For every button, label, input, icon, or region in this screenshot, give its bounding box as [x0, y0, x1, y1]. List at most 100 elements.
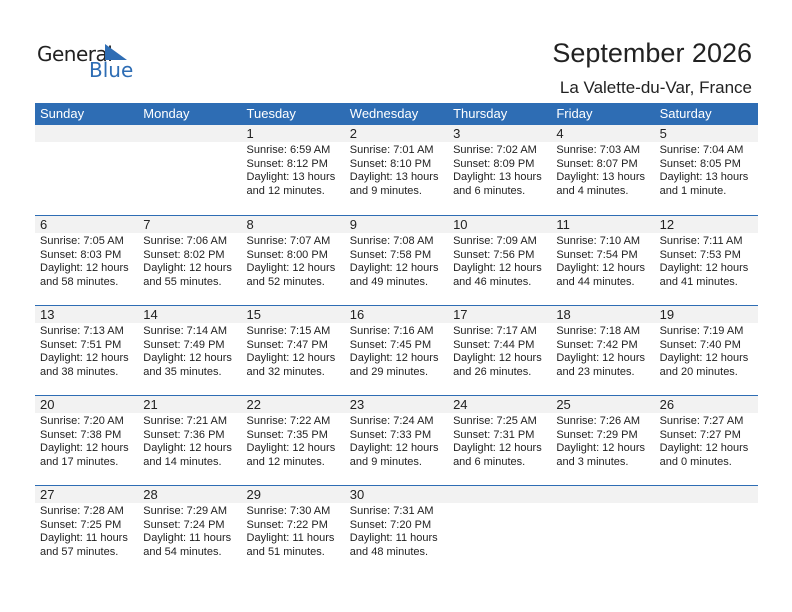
daylight-text: Daylight: 12 hours — [246, 262, 336, 274]
day-cell: 10 Sunrise: 7:09 AM Sunset: 7:56 PM Dayligh… — [448, 216, 551, 305]
calendar-grid: Sunday Monday Tuesday Wednesday Thursday Frid… — [35, 103, 758, 575]
week-row: 13 Sunrise: 7:13 AM Sunset: 7:51 PM Dayligh… — [35, 305, 758, 395]
day-cell: 24 Sunrise: 7:25 AM Sunset: 7:31 PM Dayligh… — [448, 396, 551, 485]
daylight-text: Daylight: 12 hours — [246, 442, 336, 454]
minutes-text: and 6 minutes. — [453, 184, 526, 197]
minutes-text: and 44 minutes. — [556, 275, 635, 288]
sunrise-text: Sunrise: 7:26 AM — [556, 415, 641, 427]
sunrise-text: Sunrise: 7:10 AM — [556, 235, 641, 247]
day-number: 16 — [349, 307, 365, 322]
day-number: 24 — [453, 397, 468, 412]
sunset-text: Sunset: 8:09 PM — [453, 157, 535, 170]
sunset-text: Sunset: 7:49 PM — [143, 338, 225, 351]
sunset-text: Sunset: 8:12 PM — [246, 157, 328, 170]
sunset-text: Sunset: 7:42 PM — [556, 338, 638, 351]
daylight-text: Daylight: 13 hours — [349, 171, 439, 183]
day-number: 30 — [349, 487, 365, 502]
weekday-saturday: Saturday — [659, 106, 712, 121]
day-info: Sunrise: 7:06 AM Sunset: 8:02 PM Daylight:… — [143, 235, 241, 289]
sunset-text: Sunset: 7:33 PM — [349, 428, 432, 441]
page-title: September 2026 — [552, 38, 752, 68]
day-info: Sunrise: 7:03 AM Sunset: 8:07 PM Daylight:… — [556, 144, 654, 198]
logo-text-general: General — [37, 42, 113, 66]
daylight-text: Daylight: 13 hours — [659, 171, 749, 183]
sunrise-text: Sunrise: 7:29 AM — [143, 505, 228, 517]
day-number: 17 — [453, 307, 468, 322]
empty-cell — [448, 486, 551, 575]
weekday-sunday: Sunday — [40, 106, 85, 121]
day-info: Sunrise: 7:30 AM Sunset: 7:22 PM Daylight:… — [247, 505, 345, 559]
daylight-text: Daylight: 12 hours — [40, 352, 129, 364]
daylight-text: Daylight: 12 hours — [659, 442, 749, 454]
day-info: Sunrise: 7:29 AM Sunset: 7:24 PM Daylight:… — [143, 505, 241, 559]
daylight-text: Daylight: 12 hours — [556, 352, 645, 364]
daylight-text: Daylight: 13 hours — [246, 171, 336, 183]
day-info: Sunrise: 7:13 AM Sunset: 7:51 PM Daylight:… — [40, 325, 138, 379]
day-cell: 12 Sunrise: 7:11 AM Sunset: 7:53 PM Dayligh… — [655, 216, 758, 305]
sunrise-text: Sunrise: 7:18 AM — [556, 325, 641, 337]
sunrise-text: Sunrise: 7:25 AM — [453, 415, 537, 427]
day-number: 12 — [659, 217, 675, 232]
sunrise-text: Sunrise: 6:59 AM — [246, 144, 331, 156]
sunset-text: Sunset: 8:02 PM — [143, 248, 225, 261]
minutes-text: and 9 minutes. — [349, 184, 422, 197]
minutes-text: and 3 minutes. — [556, 455, 629, 468]
daylight-text: Daylight: 11 hours — [349, 532, 438, 544]
day-number: 6 — [40, 217, 48, 232]
minutes-text: and 17 minutes. — [40, 455, 119, 468]
day-info: Sunrise: 6:59 AM Sunset: 8:12 PM Daylight:… — [247, 144, 345, 198]
week-row: 20 Sunrise: 7:20 AM Sunset: 7:38 PM Dayligh… — [35, 395, 758, 485]
sunset-text: Sunset: 7:31 PM — [453, 428, 535, 441]
minutes-text: and 48 minutes. — [349, 545, 429, 558]
daylight-text: Daylight: 12 hours — [659, 262, 749, 274]
minutes-text: and 26 minutes. — [453, 365, 532, 378]
day-info: Sunrise: 7:11 AM Sunset: 7:53 PM Daylight:… — [660, 235, 758, 289]
day-info: Sunrise: 7:26 AM Sunset: 7:29 PM Daylight:… — [556, 415, 654, 469]
daylight-text: Daylight: 12 hours — [349, 262, 439, 274]
minutes-text: and 52 minutes. — [246, 275, 325, 288]
daylight-text: Daylight: 11 hours — [143, 532, 232, 544]
day-number: 21 — [143, 397, 158, 412]
day-cell: 8 Sunrise: 7:07 AM Sunset: 8:00 PM Daylight… — [242, 216, 345, 305]
sunset-text: Sunset: 7:20 PM — [349, 518, 432, 531]
logo-text-blue: Blue — [89, 58, 134, 82]
day-cell: 27 Sunrise: 7:28 AM Sunset: 7:25 PM Dayligh… — [35, 486, 138, 575]
sunrise-text: Sunrise: 7:31 AM — [349, 505, 434, 517]
sunset-text: Sunset: 7:40 PM — [659, 338, 741, 351]
day-number: 13 — [40, 307, 55, 322]
day-number: 4 — [556, 126, 564, 141]
day-info: Sunrise: 7:31 AM Sunset: 7:20 PM Daylight:… — [350, 505, 448, 559]
day-cell: 28 Sunrise: 7:29 AM Sunset: 7:24 PM Dayligh… — [138, 486, 241, 575]
daylight-text: Daylight: 12 hours — [453, 352, 542, 364]
day-cell: 3 Sunrise: 7:02 AM Sunset: 8:09 PM Daylight… — [448, 125, 551, 215]
location: La Valette-du-Var, France — [559, 78, 752, 97]
sunset-text: Sunset: 7:25 PM — [40, 518, 122, 531]
daylight-text: Daylight: 12 hours — [40, 442, 129, 454]
day-cell: 18 Sunrise: 7:18 AM Sunset: 7:42 PM Dayligh… — [551, 306, 654, 395]
daylight-text: Daylight: 12 hours — [453, 262, 542, 274]
sunset-text: Sunset: 8:05 PM — [659, 157, 741, 170]
empty-cell — [655, 486, 758, 575]
sunrise-text: Sunrise: 7:05 AM — [40, 235, 124, 247]
day-number: 29 — [246, 487, 261, 502]
sunrise-text: Sunrise: 7:04 AM — [659, 144, 744, 156]
day-info: Sunrise: 7:04 AM Sunset: 8:05 PM Daylight:… — [660, 144, 758, 198]
day-number: 10 — [453, 217, 468, 232]
sunrise-text: Sunrise: 7:30 AM — [246, 505, 331, 517]
minutes-text: and 49 minutes. — [349, 275, 429, 288]
sunrise-text: Sunrise: 7:13 AM — [40, 325, 124, 337]
empty-cell — [35, 125, 138, 215]
sunrise-text: Sunrise: 7:07 AM — [246, 235, 331, 247]
sunrise-text: Sunrise: 7:21 AM — [143, 415, 228, 427]
minutes-text: and 9 minutes. — [349, 455, 422, 468]
day-number: 25 — [556, 397, 571, 412]
daylight-text: Daylight: 12 hours — [453, 442, 542, 454]
logo: General Blue — [37, 42, 137, 82]
sunrise-text: Sunrise: 7:09 AM — [453, 235, 537, 247]
sunrise-text: Sunrise: 7:03 AM — [556, 144, 641, 156]
day-info: Sunrise: 7:07 AM Sunset: 8:00 PM Daylight:… — [247, 235, 345, 289]
sunrise-text: Sunrise: 7:22 AM — [246, 415, 331, 427]
day-number: 20 — [40, 397, 55, 412]
day-info: Sunrise: 7:09 AM Sunset: 7:56 PM Daylight:… — [453, 235, 551, 289]
sunrise-text: Sunrise: 7:15 AM — [246, 325, 331, 337]
